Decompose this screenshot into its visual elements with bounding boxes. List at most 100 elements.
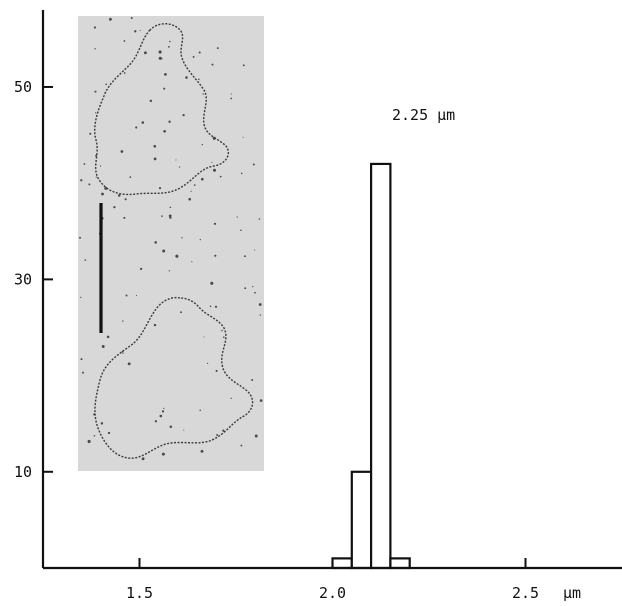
- micrograph-speck: [200, 177, 204, 181]
- micrograph-speck: [130, 17, 133, 19]
- histogram-bar: [350, 470, 373, 570]
- micrograph-speck: [79, 236, 81, 239]
- micrograph-speck: [120, 150, 124, 153]
- micrograph-speck: [202, 93, 204, 95]
- micrograph-specks: [79, 17, 263, 461]
- micrograph-speck: [153, 323, 157, 327]
- x-axis-ticks: 1.5 2.0 2.5: [126, 558, 539, 602]
- micrograph-speck: [201, 144, 203, 146]
- micrograph-speck: [191, 261, 193, 263]
- micrograph-speck: [199, 239, 201, 241]
- micrograph-speck: [94, 48, 96, 50]
- micrograph-speck: [105, 83, 108, 86]
- micrograph-speck: [168, 46, 170, 48]
- micrograph-speck: [161, 410, 165, 413]
- micrograph-speck: [123, 216, 126, 219]
- micrograph-inset: [78, 16, 264, 471]
- micrograph-speck: [242, 64, 245, 67]
- micrograph-speck: [93, 434, 96, 437]
- micrograph-speck: [181, 237, 183, 239]
- micrograph-speck: [203, 336, 205, 338]
- micrograph-speck: [127, 362, 131, 366]
- micrograph-speck: [183, 429, 185, 431]
- micrograph-speck: [252, 163, 255, 166]
- micrograph-speck: [223, 336, 225, 339]
- micrograph-speck: [154, 241, 157, 244]
- micrograph-speck: [211, 161, 213, 163]
- micrograph-speck: [175, 159, 177, 161]
- micrograph-background: [78, 16, 264, 471]
- micrograph-speck: [129, 176, 132, 178]
- micrograph-speck: [200, 449, 204, 453]
- micrograph-speck: [161, 452, 165, 456]
- micrograph-speck: [164, 73, 167, 76]
- micrograph-speck: [216, 434, 219, 436]
- micrograph-speck: [141, 121, 145, 124]
- micrograph-speck: [80, 358, 83, 361]
- micrograph-speck: [99, 165, 102, 167]
- micrograph-speck: [251, 379, 254, 381]
- micrograph-speck: [158, 50, 162, 54]
- micrograph-speck: [84, 259, 87, 261]
- micrograph-speck: [80, 179, 83, 182]
- micrograph-speck: [212, 168, 217, 172]
- peak-annotation: 2.25 μm: [392, 106, 455, 124]
- micrograph-speck: [178, 166, 181, 168]
- micrograph-speck: [214, 305, 218, 308]
- micrograph-speck: [163, 87, 166, 90]
- micrograph-speck: [125, 294, 128, 297]
- micrograph-speck: [198, 51, 201, 54]
- micrograph-speck: [244, 287, 247, 290]
- micrograph-speck: [209, 305, 212, 308]
- micrograph-speck: [158, 56, 162, 60]
- histogram-bar: [331, 557, 353, 570]
- micrograph-speck: [113, 205, 116, 209]
- micrograph-speck: [117, 194, 121, 197]
- micrograph-speck: [168, 270, 170, 272]
- micrograph-speck: [230, 97, 232, 100]
- micrograph-speck: [95, 112, 97, 114]
- micrograph-speck: [188, 197, 192, 201]
- micrograph-speck: [104, 186, 108, 190]
- x-tick-label: 2.5: [512, 584, 539, 602]
- micrograph-speck: [198, 78, 200, 81]
- micrograph-speck: [87, 439, 91, 444]
- micrograph-speck: [134, 30, 137, 33]
- micrograph-speck: [153, 157, 157, 161]
- micrograph-speck: [122, 320, 124, 322]
- micrograph-speck: [254, 249, 256, 251]
- micrograph-speck: [254, 291, 256, 294]
- histogram-bar: [389, 557, 411, 570]
- micrograph-speck: [258, 218, 261, 220]
- micrograph-speck: [240, 444, 243, 447]
- micrograph-speck: [254, 434, 258, 438]
- micrograph-speck: [161, 215, 163, 217]
- micrograph-speck: [94, 90, 97, 93]
- micrograph-speck: [219, 175, 222, 178]
- micrograph-speck: [192, 55, 195, 58]
- micrograph-speck: [89, 132, 92, 135]
- micrograph-speck: [214, 254, 217, 257]
- micrograph-speck: [242, 136, 244, 138]
- micrograph-speck: [180, 311, 182, 314]
- micrograph-speck: [163, 129, 166, 133]
- micrograph-speck: [252, 285, 254, 288]
- micrograph-speck: [82, 371, 84, 374]
- micrograph-speck: [190, 190, 192, 192]
- micrograph-speck: [211, 63, 214, 66]
- micrograph-speck: [185, 76, 188, 79]
- micrograph-speck: [101, 192, 104, 196]
- micrograph-speck: [80, 296, 82, 299]
- micrograph-speck: [122, 352, 124, 354]
- histogram-bar: [370, 162, 392, 570]
- micrograph-speck: [168, 214, 172, 218]
- micrograph-speck: [141, 457, 145, 461]
- micrograph-speck: [169, 216, 172, 219]
- x-tick-label: 2.0: [319, 584, 346, 602]
- micrograph-speck: [230, 93, 232, 95]
- y-tick-label: 30: [14, 270, 32, 288]
- micrograph-speck: [221, 329, 223, 332]
- micrograph-speck: [95, 176, 97, 178]
- micrograph-speck: [95, 154, 98, 157]
